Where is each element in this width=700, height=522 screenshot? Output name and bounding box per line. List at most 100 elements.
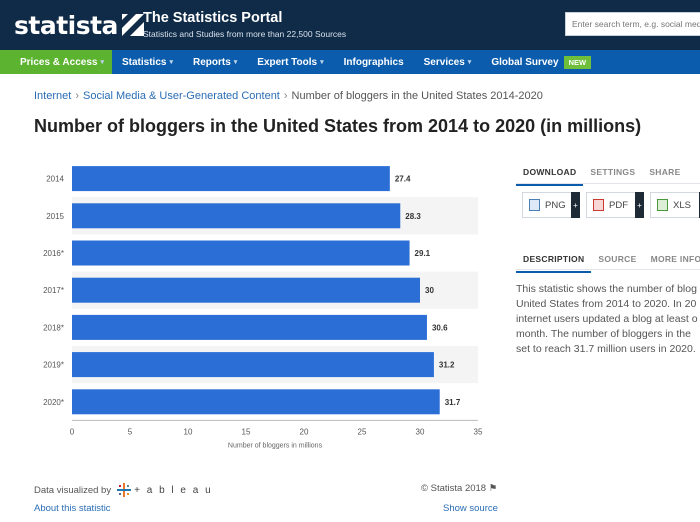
tab-divider	[516, 269, 700, 270]
download-xls-button[interactable]: XLS+	[650, 192, 700, 218]
search-input[interactable]: Enter search term, e.g. social media	[565, 12, 700, 36]
statista-logo[interactable]: statista	[14, 11, 144, 40]
nav-label: Expert Tools	[257, 56, 318, 68]
copyright-text: © Statista 2018	[421, 483, 487, 494]
nav-label: Global Survey	[491, 56, 559, 68]
data-label: 31.2	[439, 361, 455, 370]
nav-item-statistics[interactable]: Statistics ▾	[112, 50, 183, 74]
download-label: PDF	[609, 199, 628, 211]
plus-icon[interactable]: +	[571, 192, 580, 218]
nav-label: Infographics	[343, 56, 404, 68]
breadcrumb-link-internet[interactable]: Internet	[34, 90, 72, 102]
x-tick-label: 5	[128, 427, 133, 436]
chevron-down-icon: ▾	[233, 59, 238, 66]
category-label: 2016*	[43, 249, 64, 258]
x-tick-label: 30	[416, 427, 425, 436]
x-tick-label: 15	[242, 427, 251, 436]
main-nav: Prices & Access ▾ Statistics ▾ Reports ▾ Ex…	[0, 50, 700, 74]
bar	[72, 277, 420, 303]
tableau-cross-icon	[117, 483, 132, 497]
xls-file-icon	[657, 199, 668, 211]
category-label: 2015	[46, 212, 64, 221]
tab-settings[interactable]: SETTINGS	[590, 167, 636, 177]
category-label: 2019*	[43, 361, 64, 370]
description-line: United States from 2014 to 2020. In 20	[516, 298, 697, 310]
nav-item-services[interactable]: Services ▾	[414, 50, 482, 74]
tableau-wordmark: + a b l e a u	[134, 484, 213, 496]
tab-more-info[interactable]: MORE INFO	[650, 254, 700, 264]
nav-label: Prices & Access	[20, 56, 98, 68]
tab-download[interactable]: DOWNLOAD	[516, 163, 584, 186]
nav-label: Reports	[192, 56, 231, 68]
about-this-statistic-link[interactable]: About this statistic	[34, 503, 111, 514]
bar-chart: 2014 27.4 2015 28.3 2016* 29.1 2017* 30 2018* 30.…	[34, 160, 484, 460]
png-file-icon	[529, 199, 540, 211]
data-label: 31.7	[445, 398, 461, 407]
nav-item-expert-tools[interactable]: Expert Tools ▾	[247, 50, 333, 74]
breadcrumb-separator: ›	[75, 90, 79, 102]
logo-mark-icon	[121, 14, 144, 36]
description-line: This statistic shows the number of blog	[516, 283, 697, 295]
tab-source[interactable]: SOURCE	[598, 254, 637, 264]
breadcrumb-separator: ›	[283, 90, 288, 102]
data-label: 30.6	[432, 323, 448, 332]
page-title: Number of bloggers in the United States …	[34, 116, 642, 136]
x-tick-label: 0	[70, 427, 75, 436]
download-label: PNG	[545, 199, 566, 211]
visualized-by-label: Data visualized by	[34, 484, 112, 496]
plus-icon[interactable]: +	[635, 192, 644, 218]
download-buttons: PNG + PDF + XLS+	[522, 192, 700, 218]
category-label: 2018*	[43, 323, 64, 332]
download-tabs: DOWNLOAD SETTINGS SHARE	[516, 163, 688, 186]
data-label: 27.4	[395, 175, 411, 184]
bar	[72, 314, 427, 340]
nav-item-prices-access[interactable]: Prices & Access ▾	[0, 50, 112, 74]
chevron-down-icon: ▾	[169, 59, 173, 66]
pdf-file-icon	[593, 199, 604, 211]
portal-subtitle: Statistics and Studies from more than 22…	[143, 29, 347, 39]
bar	[72, 203, 401, 229]
x-tick-label: 10	[184, 427, 193, 436]
data-label: 29.1	[415, 249, 431, 258]
flag-icon: ⚑	[488, 483, 498, 494]
bar	[72, 240, 410, 266]
description-line: internet users updated a blog at least o	[516, 313, 698, 325]
category-label: 2017*	[43, 286, 64, 295]
show-source-link[interactable]: Show source	[443, 503, 498, 514]
nav-item-reports[interactable]: Reports ▾	[183, 50, 247, 74]
portal-title: The Statistics Portal	[143, 10, 283, 26]
chevron-down-icon: ▾	[100, 59, 104, 66]
x-tick-label: 20	[300, 427, 309, 436]
tab-share[interactable]: SHARE	[649, 167, 681, 177]
breadcrumb-current: Number of bloggers in the United States …	[291, 90, 543, 102]
description-line: month. The number of bloggers in the	[516, 328, 691, 340]
data-label: 30	[425, 286, 434, 295]
top-header: statista The Statistics Portal Statistic…	[0, 0, 700, 50]
data-label: 28.3	[405, 212, 421, 221]
data-visualized-by: Data visualized by + a b l e a u	[34, 483, 213, 497]
download-png-button[interactable]: PNG +	[522, 192, 580, 218]
tab-divider	[516, 183, 700, 184]
category-label: 2020*	[43, 398, 64, 407]
tab-description[interactable]: DESCRIPTION	[516, 250, 592, 273]
description-line: set to reach 31.7 million users in 2020.	[516, 343, 696, 355]
new-badge: NEW	[563, 55, 592, 69]
chevron-down-icon: ▾	[467, 59, 472, 66]
download-pdf-button[interactable]: PDF +	[586, 192, 644, 218]
copyright: © Statista 2018 ⚑	[421, 483, 497, 494]
nav-item-infographics[interactable]: Infographics	[334, 50, 414, 74]
bar	[72, 352, 434, 378]
nav-item-global-survey[interactable]: Global Survey NEW	[481, 50, 601, 74]
portal-branding: The Statistics Portal Statistics and Stu…	[143, 10, 346, 39]
bar	[72, 389, 440, 415]
description-text: This statistic shows the number of blog …	[516, 282, 700, 357]
nav-label: Services	[423, 56, 465, 68]
description-tabs: DESCRIPTION SOURCE MORE INFO	[516, 250, 700, 273]
x-axis-title: Number of bloggers in millions	[228, 442, 323, 449]
tableau-logo[interactable]: + a b l e a u	[117, 483, 213, 497]
breadcrumb: Internet › Social Media & User-Generated C…	[34, 90, 543, 102]
breadcrumb-link-social-media[interactable]: Social Media & User-Generated Content	[82, 90, 280, 102]
category-label: 2014	[46, 175, 64, 184]
x-tick-label: 35	[474, 427, 483, 436]
